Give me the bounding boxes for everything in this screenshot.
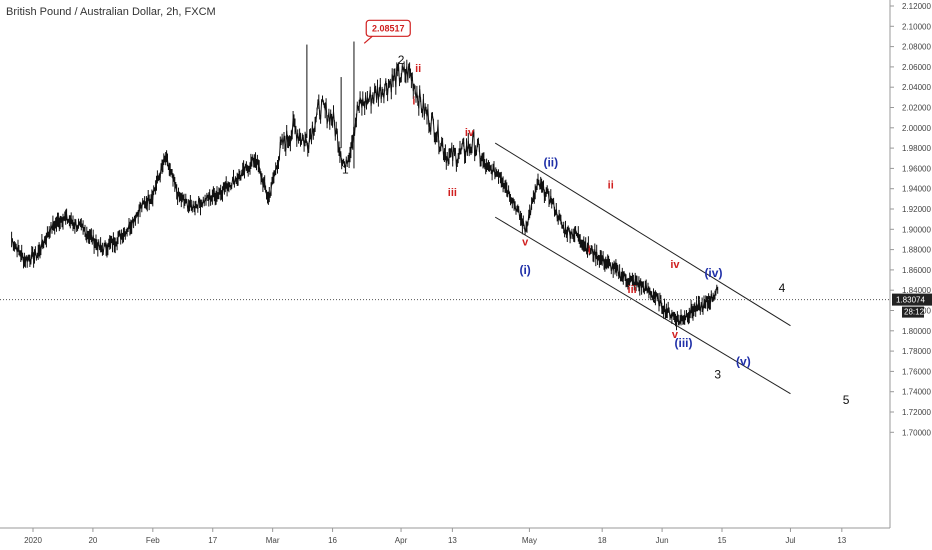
y-tick-label: 2.00000 bbox=[902, 124, 931, 133]
x-tick-label: 13 bbox=[837, 536, 846, 545]
high-callout-label: 2.08517 bbox=[372, 23, 405, 33]
x-tick-label: 2020 bbox=[24, 536, 42, 545]
wave-label-intermediate: (ii) bbox=[543, 155, 558, 169]
x-tick-label: Jun bbox=[656, 536, 669, 545]
y-tick-label: 1.72000 bbox=[902, 408, 931, 417]
wave-label-primary: 5 bbox=[843, 393, 850, 407]
price-line bbox=[11, 65, 719, 324]
wave-label-intermediate: (iv) bbox=[704, 266, 722, 280]
y-tick-label: 2.08000 bbox=[902, 43, 931, 52]
y-tick-label: 2.12000 bbox=[902, 2, 931, 11]
y-tick-label: 1.90000 bbox=[902, 225, 931, 234]
wave-label-intermediate: (iii) bbox=[674, 336, 692, 350]
candle-wicks bbox=[11, 59, 719, 331]
x-tick-label: Jul bbox=[785, 536, 795, 545]
overlay-layer: 1.8307428:122.0851712345iiiiiiivviiiiiii… bbox=[0, 19, 932, 407]
channel-lower-line bbox=[494, 216, 791, 395]
y-tick-label: 1.96000 bbox=[902, 164, 931, 173]
x-tick-label: 20 bbox=[88, 536, 97, 545]
x-tick-label: Feb bbox=[146, 536, 160, 545]
series-layer bbox=[11, 41, 719, 331]
wave-label-minor: i bbox=[412, 95, 415, 107]
high-callout-box bbox=[365, 19, 411, 37]
y-tick-label: 1.80000 bbox=[902, 327, 931, 336]
x-tick-label: 16 bbox=[328, 536, 337, 545]
y-tick-label: 2.06000 bbox=[902, 63, 931, 72]
current-price-label: 1.83074 bbox=[896, 296, 925, 305]
wave-label-minor: iii bbox=[628, 284, 637, 296]
y-tick-label: 1.88000 bbox=[902, 246, 931, 255]
x-tick-label: 17 bbox=[208, 536, 217, 545]
x-tick-label: 15 bbox=[718, 536, 727, 545]
countdown-tag bbox=[902, 306, 924, 318]
y-tick-label: 1.98000 bbox=[902, 144, 931, 153]
high-callout-pointer bbox=[363, 35, 373, 44]
y-tick-label: 1.92000 bbox=[902, 205, 931, 214]
x-tick-label: 18 bbox=[598, 536, 607, 545]
wave-label-minor: ii bbox=[608, 180, 614, 192]
chart-title: British Pound / Australian Dollar, 2h, F… bbox=[6, 6, 216, 18]
y-tick-label: 2.04000 bbox=[902, 83, 931, 92]
x-tick-label: Mar bbox=[266, 536, 280, 545]
wave-label-minor: v bbox=[672, 329, 679, 341]
y-tick-label: 1.76000 bbox=[902, 367, 931, 376]
channel-upper-line bbox=[494, 142, 791, 327]
y-tick-label: 1.84000 bbox=[902, 286, 931, 295]
x-tick-label: May bbox=[522, 536, 537, 545]
wave-label-minor: ii bbox=[415, 63, 421, 75]
wave-label-primary: 4 bbox=[779, 281, 786, 295]
countdown-label: 28:12 bbox=[904, 308, 925, 317]
wave-label-minor: iii bbox=[448, 187, 457, 199]
y-tick-label: 1.74000 bbox=[902, 388, 931, 397]
wave-label-primary: 3 bbox=[714, 368, 721, 382]
current-price-tag bbox=[892, 293, 932, 306]
y-tick-label: 1.70000 bbox=[902, 428, 931, 437]
wave-label-primary: 2 bbox=[398, 53, 405, 67]
y-tick-label: 1.78000 bbox=[902, 347, 931, 356]
wave-label-minor: i bbox=[588, 245, 591, 257]
y-tick-label: 2.10000 bbox=[902, 22, 931, 31]
y-tick-label: 2.02000 bbox=[902, 104, 931, 113]
y-tick-label: 1.86000 bbox=[902, 266, 931, 275]
wave-label-intermediate: (i) bbox=[519, 263, 530, 277]
wave-label-minor: iv bbox=[465, 127, 475, 139]
x-tick-label: Apr bbox=[395, 536, 408, 545]
wave-label-minor: v bbox=[522, 237, 529, 249]
wave-label-intermediate: (v) bbox=[736, 354, 751, 368]
wave-label-minor: iv bbox=[670, 259, 680, 271]
x-tick-label: 13 bbox=[448, 536, 457, 545]
wave-label-primary: 1 bbox=[342, 162, 349, 176]
y-tick-label: 1.94000 bbox=[902, 185, 931, 194]
